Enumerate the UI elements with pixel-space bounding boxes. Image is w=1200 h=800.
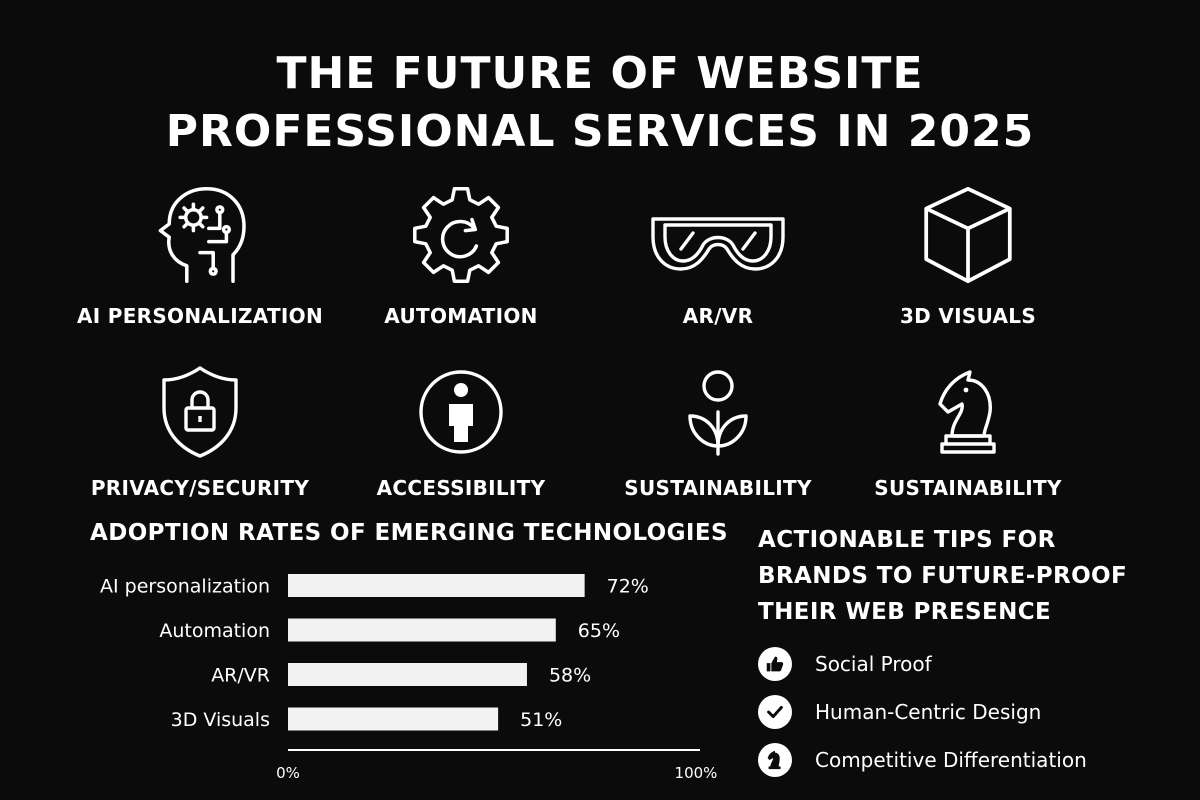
adoption-bar-chart: AI personalization 72% Automation 65% AR/VR 5… xyxy=(100,574,718,782)
trend-label: AUTOMATION xyxy=(384,304,538,328)
trend-label: AR/VR xyxy=(682,304,754,328)
tip-item-social-proof: Social Proof xyxy=(758,640,1087,688)
tip-label: Human-Centric Design xyxy=(815,700,1042,724)
bar-category-label: 3D Visuals xyxy=(171,709,270,731)
thumbs-up-icon xyxy=(758,647,792,681)
chess-knight-icon xyxy=(758,743,792,777)
trend-sustainability: SUSTAINABILITY xyxy=(568,362,868,500)
trend-automation: AUTOMATION xyxy=(311,180,611,328)
tips-list: Social Proof Human-Centric Design Compet… xyxy=(758,640,1087,784)
trend-label: SUSTAINABILITY xyxy=(874,476,1062,500)
bar-value-label: 72% xyxy=(607,576,649,598)
shield-lock-icon xyxy=(162,366,238,458)
cube-icon xyxy=(924,186,1012,284)
person-circle-icon xyxy=(419,370,503,454)
trend-label: SUSTAINABILITY xyxy=(624,476,812,500)
trend-ai-personalization: AI PERSONALIZATION xyxy=(50,180,350,328)
bar-value-label: 65% xyxy=(578,620,620,642)
x-tick-label: 0% xyxy=(276,764,300,782)
bar-category-label: Automation xyxy=(159,620,270,642)
title-line-2: PROFESSIONAL SERVICES IN 2025 xyxy=(165,106,1035,157)
bar-category-label: AR/VR xyxy=(211,665,270,687)
bar-value-label: 51% xyxy=(520,709,562,731)
chess-knight-icon xyxy=(938,370,996,454)
trend-sustainability-2: SUSTAINABILITY xyxy=(818,362,1118,500)
head-gear-icon xyxy=(158,187,246,283)
bar xyxy=(288,618,556,642)
trend-accessibility: ACCESSIBILITY xyxy=(311,362,611,500)
bar-value-label: 58% xyxy=(549,665,591,687)
trend-label: ACCESSIBILITY xyxy=(376,476,546,500)
trend-3d-visuals: 3D VISUALS xyxy=(818,180,1118,328)
tips-title-line-2: BRANDS TO FUTURE-PROOF xyxy=(758,563,1128,589)
page-title: THE FUTURE OF WEBSITE PROFESSIONAL SERVI… xyxy=(0,45,1200,161)
tips-title-line-3: THEIR WEB PRESENCE xyxy=(758,599,1052,625)
tip-label: Social Proof xyxy=(815,652,932,676)
x-tick-label: 100% xyxy=(675,764,718,782)
title-line-1: THE FUTURE OF WEBSITE xyxy=(276,48,924,99)
trend-label: PRIVACY/SECURITY xyxy=(90,476,310,500)
trend-label: AI PERSONALIZATION xyxy=(76,304,324,328)
bar xyxy=(288,707,499,731)
chart-title: ADOPTION RATES OF EMERGING TECHNOLOGIES xyxy=(90,520,728,546)
trend-label: 3D VISUALS xyxy=(899,304,1037,328)
tips-title: ACTIONABLE TIPS FOR BRANDS TO FUTURE-PRO… xyxy=(758,522,1127,630)
trend-ar-vr: AR/VR xyxy=(568,180,868,328)
tips-title-line-1: ACTIONABLE TIPS FOR xyxy=(758,527,1056,553)
gear-cycle-icon xyxy=(413,187,509,283)
trend-privacy-security: PRIVACY/SECURITY xyxy=(50,362,350,500)
tip-item-competitive-differentiation: Competitive Differentiation xyxy=(758,736,1087,784)
tip-item-human-centric-design: Human-Centric Design xyxy=(758,688,1087,736)
bar xyxy=(288,574,585,597)
bar-category-label: AI personalization xyxy=(100,576,270,598)
sprout-icon xyxy=(688,370,748,456)
check-icon xyxy=(758,695,792,729)
tip-label: Competitive Differentiation xyxy=(815,748,1087,772)
vr-goggles-icon xyxy=(651,217,785,271)
bar xyxy=(288,663,527,686)
